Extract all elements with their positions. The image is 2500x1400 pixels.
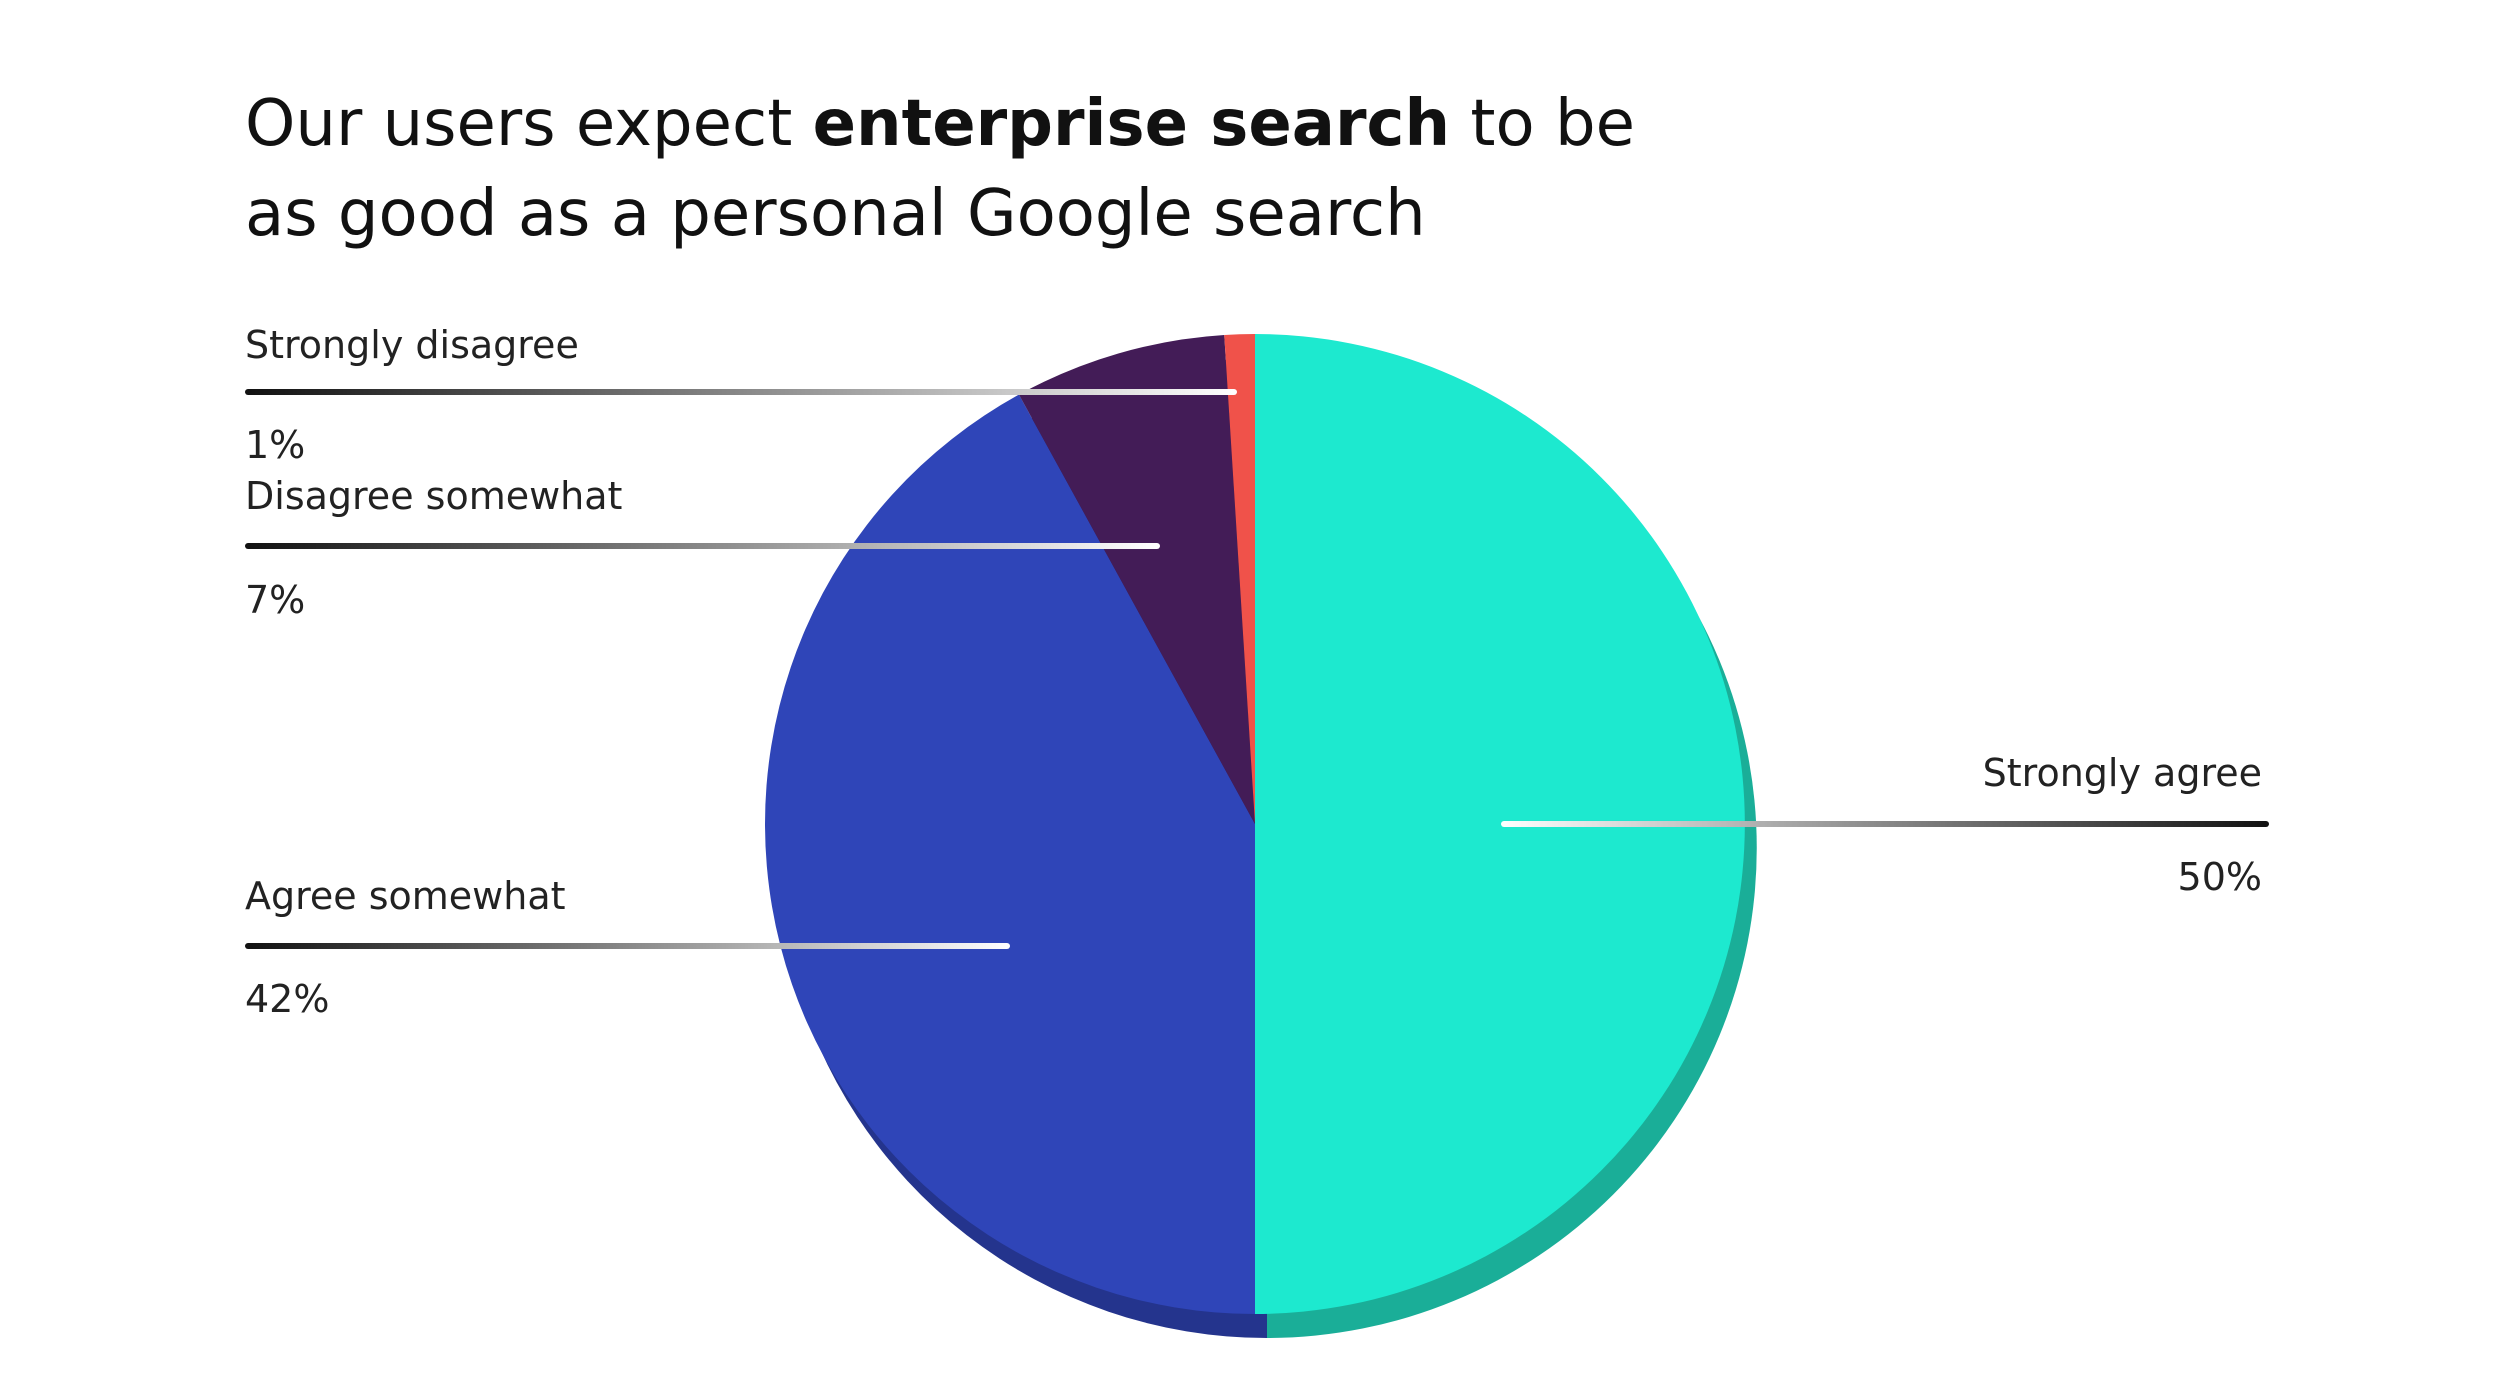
- value-label: 50%: [2178, 855, 2262, 899]
- slice: [1018, 334, 1255, 824]
- leader-line: [1501, 821, 2269, 827]
- title-segment: Our users expect: [245, 87, 792, 161]
- leader-line: [245, 389, 1237, 395]
- value-label: 1%: [245, 423, 305, 467]
- title-segment: as good as a personal Google search: [245, 177, 1426, 251]
- slice: [765, 394, 1255, 1314]
- leader-line: [245, 543, 1160, 549]
- category-label: Strongly agree: [1983, 751, 2262, 795]
- category-label: Disagree somewhat: [245, 474, 622, 518]
- value-label: 42%: [245, 977, 329, 1021]
- value-label: 7%: [245, 578, 305, 622]
- title-line: as good as a personal Google search: [245, 177, 1426, 251]
- slice: [1255, 334, 1745, 1314]
- category-label: Strongly disagree: [245, 323, 579, 367]
- title-segment: enterprise search: [813, 87, 1450, 161]
- title-segment: to be: [1470, 87, 1635, 161]
- category-label: Agree somewhat: [245, 874, 566, 918]
- title: Our users expect enterprise search to be…: [245, 87, 1635, 251]
- slice: [1224, 334, 1255, 824]
- leader-line: [245, 943, 1010, 949]
- title-line: Our users expect enterprise search to be: [245, 87, 1635, 161]
